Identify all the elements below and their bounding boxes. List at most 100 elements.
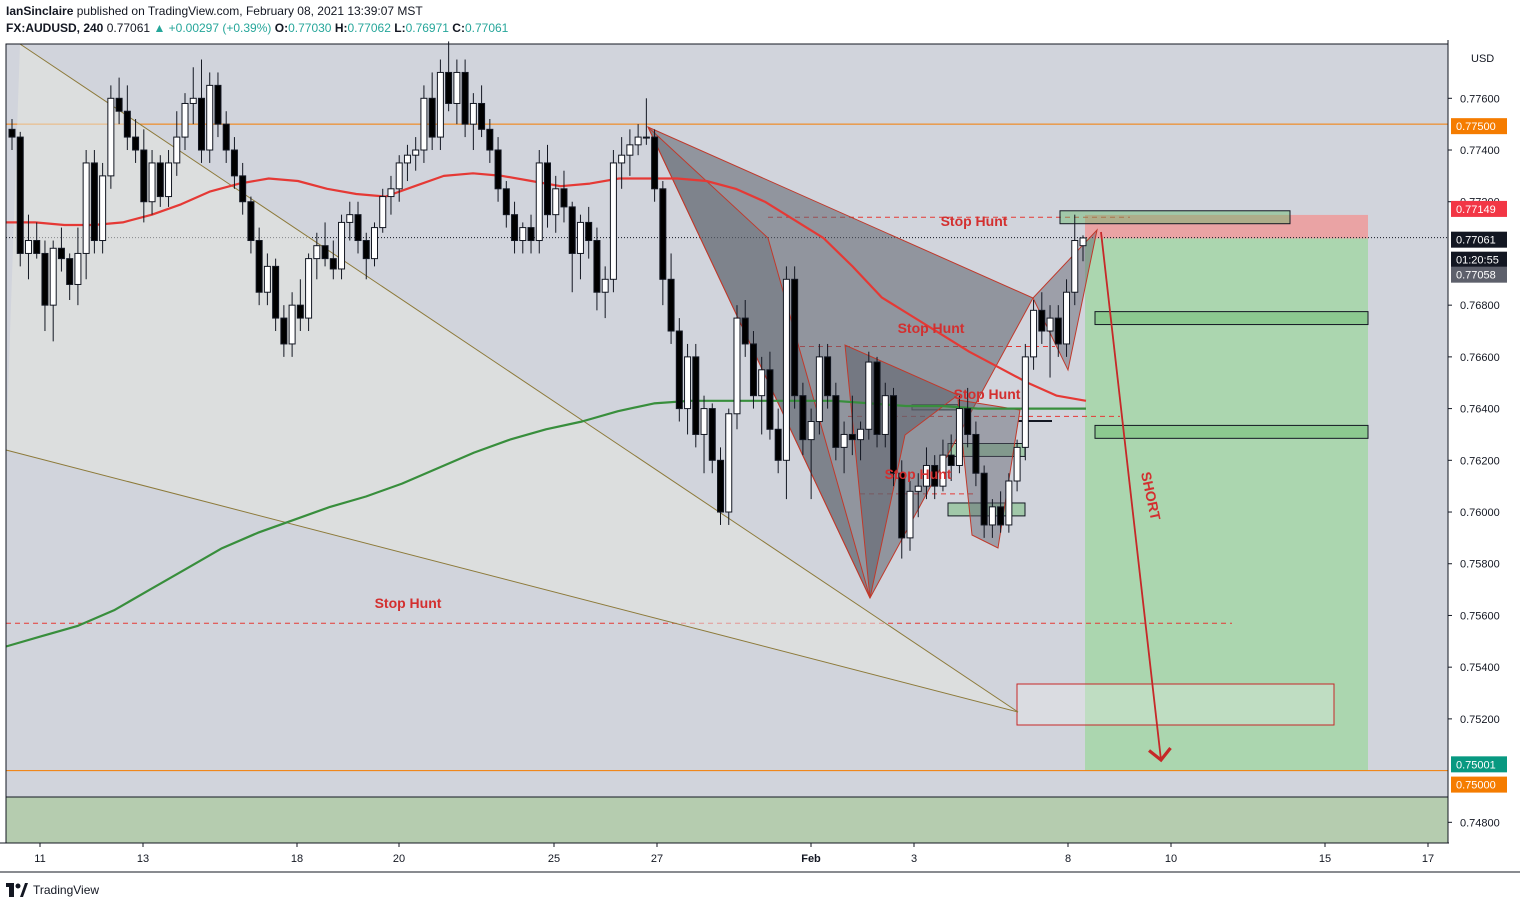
price-label-text: 0.77058: [1456, 270, 1496, 282]
bear-candle: [329, 258, 337, 270]
bear-candle: [16, 136, 24, 254]
bull-candle: [165, 162, 173, 198]
price-tick-label: 0.77400: [1460, 145, 1500, 157]
bull-candle: [181, 102, 189, 138]
bull-candle: [395, 162, 403, 190]
time-tick-label: 10: [1165, 853, 1177, 865]
bear-candle: [502, 188, 510, 216]
bull-candle: [865, 361, 873, 430]
price-label-text: 0.77500: [1456, 121, 1496, 133]
bull-candle: [412, 149, 420, 156]
bull-candle: [684, 356, 692, 410]
bull-candle: [173, 136, 181, 164]
high-label: H:: [334, 21, 348, 35]
publish-line: IanSinclaire published on TradingView.co…: [6, 3, 1206, 20]
bear-candle: [57, 247, 65, 260]
footer: TradingView: [6, 880, 99, 900]
plot-border: [5, 43, 1449, 844]
price-tick-label: 0.76000: [1460, 507, 1500, 519]
bear-candle: [692, 356, 700, 435]
tradingview-logo-icon[interactable]: [6, 883, 28, 897]
bear-candle: [544, 162, 551, 216]
short-arrow: [1100, 231, 1172, 763]
time-axis: [0, 843, 1449, 873]
order-block-box: [1094, 424, 1369, 439]
bull-candle: [906, 490, 914, 539]
price-tick-label: 0.75800: [1460, 559, 1500, 571]
bear-candle: [741, 317, 749, 345]
bull-candle: [1030, 309, 1038, 358]
bull-candle: [469, 102, 477, 125]
bear-candle: [445, 71, 453, 104]
bear-candle: [947, 454, 955, 466]
bull-candle: [700, 408, 708, 435]
price-label-box: [1451, 756, 1507, 773]
order-block-box: [1059, 210, 1291, 225]
footer-brand[interactable]: TradingView: [33, 883, 100, 897]
bear-candle: [527, 227, 535, 242]
time-tick-label: 18: [291, 853, 303, 865]
price-label-box: [1451, 776, 1507, 793]
bear-candle: [651, 136, 659, 190]
bull-candle: [189, 97, 197, 104]
bear-candle: [280, 317, 288, 345]
publisher-name[interactable]: IanSinclaire: [6, 4, 74, 18]
stop-hunt-label: Stop Hunt: [885, 466, 952, 482]
bear-candle: [8, 128, 16, 138]
price-tick-label: 0.76800: [1460, 300, 1500, 312]
bull-candle: [49, 247, 57, 306]
bear-candle: [560, 188, 568, 208]
bull-candle: [379, 196, 387, 229]
bull-candle: [857, 428, 865, 441]
price-label-text: 0.77149: [1456, 204, 1496, 216]
high-value: 0.77062: [347, 21, 391, 35]
time-tick-label: 8: [1065, 853, 1071, 865]
bull-candle: [626, 144, 634, 156]
price-label-box: [1451, 231, 1507, 248]
bear-candle: [749, 343, 757, 397]
bull-candle: [305, 258, 313, 319]
bear-candle: [90, 162, 98, 242]
bear-candle: [123, 110, 131, 138]
price-label-box: [1451, 200, 1507, 217]
bear-candle: [964, 408, 972, 435]
price-label-text: 0.75001: [1456, 759, 1496, 771]
bull-candle: [642, 136, 650, 139]
bear-candle: [832, 395, 840, 448]
bear-candle: [873, 361, 881, 435]
bear-candle: [568, 206, 576, 254]
bear-candle: [585, 221, 593, 242]
bull-candle: [370, 227, 378, 260]
wedge-upper-trendline: [19, 43, 1019, 713]
bull-candle: [576, 221, 584, 254]
bull-candle: [1079, 237, 1087, 247]
time-tick-label: 11: [34, 853, 45, 865]
bear-candle: [362, 240, 370, 260]
open-value: 0.77030: [288, 21, 332, 35]
order-block-box: [1094, 311, 1369, 326]
bull-candle: [1046, 317, 1054, 332]
price-tick-label: 0.76200: [1460, 455, 1500, 467]
symbol-label[interactable]: FX:AUDUSD, 240: [6, 21, 104, 35]
bull-candle: [914, 485, 922, 492]
harmonic-pattern-mid: [844, 344, 959, 599]
bear-candle: [848, 433, 856, 441]
bear-candle: [428, 97, 436, 138]
price-axis: [1449, 40, 1520, 843]
bear-candle: [33, 240, 41, 254]
price-tick-label: 0.74800: [1460, 817, 1500, 829]
time-tick-label: 20: [393, 853, 405, 865]
bear-candle: [478, 102, 486, 130]
close-value: 0.77061: [464, 21, 509, 35]
support-zone-bottom: [6, 797, 1448, 843]
bear-candle: [675, 330, 683, 410]
bull-candle: [807, 421, 815, 441]
bear-candle: [774, 428, 782, 461]
chart-header: IanSinclaire published on TradingView.co…: [6, 3, 1206, 39]
bull-candle: [1063, 291, 1071, 345]
bull-candle: [313, 245, 321, 260]
bull-candle: [922, 464, 930, 487]
price-label-box: [1451, 118, 1507, 135]
bear-candle: [824, 356, 832, 397]
